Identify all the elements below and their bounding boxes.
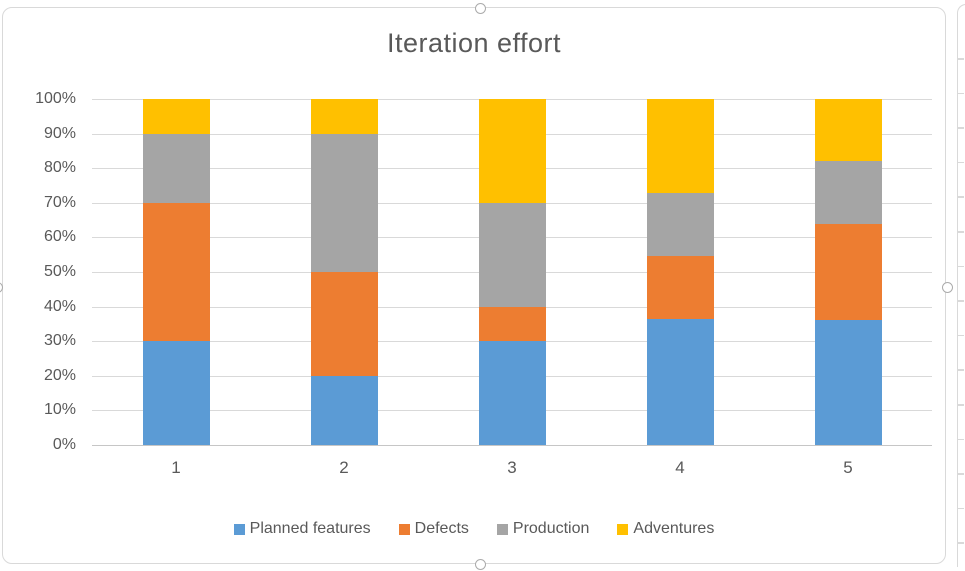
y-tick-label: 50%	[43, 263, 76, 280]
legend-swatch-icon	[233, 523, 245, 535]
y-tick-label: 0%	[52, 436, 76, 453]
bar-segment-adventures[interactable]	[310, 99, 378, 134]
legend-label: Production	[512, 520, 590, 537]
adjacent-chart-tick	[958, 507, 964, 510]
plot-area	[92, 99, 932, 446]
adjacent-chart-tick	[958, 231, 964, 233]
bar-segment-production[interactable]	[814, 161, 882, 224]
adjacent-chart-tick	[958, 404, 964, 406]
legend-label: Planned features	[249, 520, 371, 537]
y-tick-label: 30%	[43, 332, 76, 350]
bar-segment-defects[interactable]	[142, 202, 210, 342]
y-tick-label: 10%	[43, 401, 76, 419]
y-tick-label: 60%	[43, 228, 76, 246]
bar-segment-planned-features[interactable]	[478, 341, 546, 445]
x-axis-labels: 1 2 3 4 5	[92, 458, 932, 478]
bar-iteration-1	[142, 99, 210, 445]
bar-iteration-3	[478, 99, 546, 445]
y-tick-label: 80%	[43, 159, 76, 177]
legend-item-adventures[interactable]: Adventures	[617, 520, 714, 538]
adjacent-chart-edge	[957, 4, 965, 567]
adjacent-chart-tick	[958, 438, 964, 441]
legend-swatch-icon	[617, 523, 629, 535]
legend-item-planned-features[interactable]: Planned features	[233, 520, 371, 538]
selection-handle-bottom[interactable]	[474, 558, 486, 570]
adjacent-chart-tick	[958, 196, 964, 198]
adjacent-chart-tick	[958, 92, 964, 95]
bar-segment-production[interactable]	[142, 133, 210, 203]
chart-title[interactable]: Iteration effort	[386, 28, 562, 58]
x-axis-line	[92, 445, 932, 446]
adjacent-chart-tick	[958, 58, 964, 60]
legend-label: Adventures	[633, 520, 715, 537]
bar-segment-production[interactable]	[310, 133, 378, 272]
bar-iteration-4	[646, 99, 714, 445]
legend-swatch-icon	[398, 523, 410, 535]
x-category-label: 1	[171, 458, 181, 477]
legend-item-defects[interactable]: Defects	[398, 520, 469, 538]
bar-segment-defects[interactable]	[814, 223, 882, 321]
bar-iteration-2	[310, 99, 378, 445]
bar-segment-adventures[interactable]	[478, 99, 546, 203]
bar-segment-adventures[interactable]	[646, 99, 714, 194]
legend-item-production[interactable]: Production	[496, 520, 590, 538]
y-tick-label: 40%	[43, 297, 76, 315]
bar-segment-production[interactable]	[646, 193, 714, 257]
bar-segment-production[interactable]	[478, 202, 546, 307]
y-tick-label: 70%	[43, 193, 76, 211]
y-tick-label: 100%	[35, 90, 76, 107]
adjacent-chart-tick	[958, 473, 964, 475]
adjacent-chart-tick	[958, 127, 964, 129]
bar-segment-defects[interactable]	[478, 306, 546, 342]
bar-segment-defects[interactable]	[310, 272, 378, 376]
adjacent-chart-tick	[958, 334, 964, 337]
bar-segment-adventures[interactable]	[142, 99, 210, 134]
adjacent-chart-tick	[958, 265, 964, 268]
y-axis-labels: 0% 10% 20% 30% 40% 50% 60% 70% 80% 90% 100%	[0, 90, 76, 453]
adjacent-chart-tick	[958, 300, 964, 302]
adjacent-chart-tick	[958, 369, 964, 371]
x-category-label: 5	[843, 458, 853, 477]
adjacent-chart-tick	[958, 542, 964, 544]
adjacent-chart-tick	[958, 161, 964, 164]
bar-segment-defects[interactable]	[646, 256, 714, 320]
y-tick-label: 20%	[43, 366, 76, 384]
bar-segment-planned-features[interactable]	[814, 320, 882, 445]
bar-segment-planned-features[interactable]	[142, 341, 210, 445]
bar-iteration-5	[814, 99, 882, 445]
bar-segment-adventures[interactable]	[814, 99, 882, 162]
bar-segment-planned-features[interactable]	[310, 375, 378, 445]
legend: Planned features Defects Production Adventu…	[2, 520, 946, 538]
legend-label: Defects	[414, 520, 469, 537]
x-category-label: 3	[507, 458, 517, 477]
y-tick-label: 90%	[43, 124, 76, 142]
selection-handle-top[interactable]	[474, 2, 486, 14]
bar-segment-planned-features[interactable]	[646, 319, 714, 445]
x-category-label: 2	[339, 458, 349, 477]
x-category-label: 4	[675, 458, 685, 477]
selection-handle-right[interactable]	[941, 281, 953, 293]
legend-swatch-icon	[496, 523, 508, 535]
